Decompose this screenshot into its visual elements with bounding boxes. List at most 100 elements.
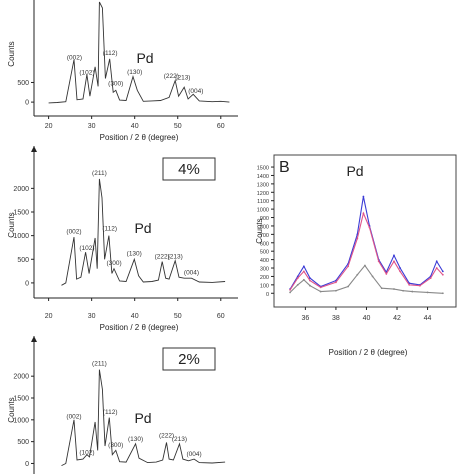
panel-middle-left-peak-label: (130) xyxy=(127,250,142,257)
panel-B-series-point-1 xyxy=(309,279,311,282)
panel-top-series-line-0 xyxy=(48,1,230,104)
panel-B-y-tick-label: 600 xyxy=(260,241,269,247)
panel-B-series-point-2 xyxy=(289,291,292,294)
panel-middle-left-peak-label: (112) xyxy=(102,225,117,232)
panel-B-series-point-2 xyxy=(380,287,383,290)
panel-top-y-axis-label: Counts xyxy=(7,41,16,66)
panel-B-y-tick-label: 1400 xyxy=(257,174,269,180)
panel-B-series-point-2 xyxy=(356,273,359,276)
panel-middle-left-peak-label: (211) xyxy=(92,170,107,177)
panel-B-series-point-0 xyxy=(362,195,365,198)
panel-B-series-point-1 xyxy=(289,289,292,291)
panel-B-panel-letter: B xyxy=(279,159,290,176)
panel-bottom-left-peak-label: (300) xyxy=(108,442,123,449)
panel-top-y-tick-label: 500 xyxy=(17,80,29,87)
panel-B-x-tick-label: 40 xyxy=(363,315,371,322)
panel-top-x-axis-label: Position / 2 θ (degree) xyxy=(100,133,179,142)
panel-B-series-point-1 xyxy=(335,281,337,284)
panel-bottom-left-y-axis-label: Counts xyxy=(7,397,16,422)
panel-middle-left-peak-label: (300) xyxy=(106,260,121,267)
panel-B-x-axis-label: Position / 2 θ (degree) xyxy=(329,348,408,357)
panel-middle-left-legend-box-text: 4% xyxy=(178,161,200,178)
panel-top-element-label: Pd xyxy=(136,50,153,66)
panel-middle-left-x-tick-label: 20 xyxy=(45,313,53,320)
panel-middle-left-x-tick-label: 50 xyxy=(174,313,182,320)
panel-B-y-tick-label: 100 xyxy=(260,283,269,289)
panel-top-x-tick-label: 40 xyxy=(131,123,139,130)
panel-B-y-tick-label: 400 xyxy=(260,258,269,264)
panel-top-peak-label: (112) xyxy=(103,50,118,57)
panel-bottom-left-y-axis-arrow xyxy=(31,336,37,342)
panel-top-y-tick-label: 0 xyxy=(25,100,29,107)
panel-top-peak-label: (300) xyxy=(108,81,123,88)
panel-B-series-point-1 xyxy=(296,277,299,280)
panel-B-series-point-1 xyxy=(399,270,401,273)
panel-B-series-point-1 xyxy=(419,284,421,287)
panel-bottom-left-peak-label: (112) xyxy=(103,409,118,416)
panel-top-x-tick-label: 50 xyxy=(174,123,182,130)
panel-top-x-tick-label: 60 xyxy=(217,123,225,130)
panel-B-y-tick-label: 300 xyxy=(260,267,269,273)
panel-middle-left-element-label: Pd xyxy=(134,220,151,236)
panel-B-series-point-0 xyxy=(393,254,395,257)
panel-B-series-point-0 xyxy=(435,260,438,263)
panel-middle-left-series-line-0 xyxy=(61,178,226,286)
panel-B-frame xyxy=(273,154,457,308)
panel-B-x-tick-label: 36 xyxy=(301,315,309,322)
panel-bottom-left-y-tick-label: 0 xyxy=(25,461,29,468)
panel-B-series-point-0 xyxy=(309,277,311,280)
panel-B-series-point-0 xyxy=(441,270,444,273)
panel-B-x-tick-label: 42 xyxy=(393,315,401,322)
panel-top-x-tick-label: 20 xyxy=(45,123,53,130)
panel-middle-left-y-tick-label: 2000 xyxy=(13,186,29,193)
panel-bottom-left-peak-label: (004) xyxy=(187,451,202,458)
panel-top-peak-label: (130) xyxy=(127,69,142,76)
panel-B-y-tick-label: 0 xyxy=(266,292,269,298)
panel-bottom-left-peak-label: (130) xyxy=(128,436,143,443)
panel-bottom-left-peak-label: (211) xyxy=(92,360,107,367)
panel-B-series-point-2 xyxy=(319,290,322,293)
panel-B-series-point-1 xyxy=(435,267,438,269)
panel-B-series-point-1 xyxy=(347,265,350,268)
panel-top-peak-label: (004) xyxy=(188,88,203,95)
panel-B-series-point-1 xyxy=(356,237,359,240)
panel-B-x-tick-label: 44 xyxy=(424,315,432,322)
panel-bottom-left-y-tick-label: 500 xyxy=(17,439,29,446)
panel-B-series-point-1 xyxy=(385,273,388,275)
panel-B-series-point-2 xyxy=(426,291,429,294)
panel-top-peak-label: (222) xyxy=(164,73,179,80)
panel-bottom-left-peak-label: (222) xyxy=(159,432,174,439)
panel-bottom-left-element-label: Pd xyxy=(134,410,151,426)
panel-middle-left-x-tick-label: 30 xyxy=(88,313,96,320)
panel-B-y-axis-label: Counts xyxy=(255,218,264,243)
panel-B-series-point-2 xyxy=(371,275,374,278)
panel-B-series-point-1 xyxy=(408,283,411,286)
panel-B-series-point-1 xyxy=(377,260,380,263)
panel-middle-left-peak-label: (222) xyxy=(155,253,170,260)
panel-middle-left-legend-box xyxy=(162,157,216,181)
panel-B-series-point-1 xyxy=(319,286,322,289)
panel-B-series-point-1 xyxy=(441,273,444,276)
panel-B-series-point-1 xyxy=(362,212,365,215)
panel-middle-left-y-axis-label: Counts xyxy=(7,212,16,237)
panel-B-y-tick-label: 800 xyxy=(260,224,269,230)
panel-B-series-point-0 xyxy=(302,265,305,268)
panel-B-series-point-2 xyxy=(393,288,395,290)
panel-middle-left-x-tick-label: 40 xyxy=(131,313,139,320)
panel-bottom-left-y-tick-label: 2000 xyxy=(13,374,29,381)
panel-top-peak-label: (002) xyxy=(67,55,82,62)
panel-top-peak-label: (213) xyxy=(175,75,190,82)
panel-B-series-point-2 xyxy=(309,284,311,287)
panel-B-series-point-1 xyxy=(429,277,432,280)
panel-B-series-point-2 xyxy=(335,289,337,292)
panel-B-series-point-1 xyxy=(368,226,371,229)
panel-middle-left-x-axis-label: Position / 2 θ (degree) xyxy=(100,323,179,332)
panel-middle-left-peak-label: (102) xyxy=(79,245,94,252)
panel-B-y-tick-label: 1200 xyxy=(257,191,269,197)
panel-B-series-point-2 xyxy=(441,292,444,295)
panel-B-y-tick-label: 1300 xyxy=(257,182,269,188)
panel-bottom-left-peak-label: (002) xyxy=(66,414,81,421)
panel-B-series-point-2 xyxy=(347,285,350,288)
panel-middle-left-peak-label: (213) xyxy=(168,253,183,260)
panel-B-series-point-2 xyxy=(302,278,305,281)
